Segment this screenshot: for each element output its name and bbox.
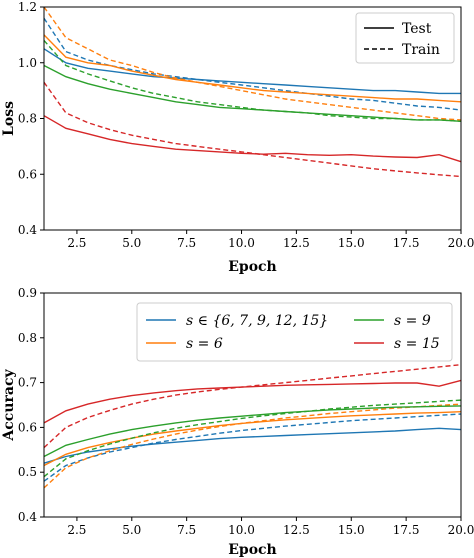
x-tick-label: 15.0 bbox=[338, 523, 365, 537]
series-orange-solid-line bbox=[43, 34, 462, 103]
x-tick-label: 5.0 bbox=[122, 523, 141, 537]
accuracy-legend: s ∈ {6, 7, 9, 12, 15} s = 9 s = 6 s = 15 bbox=[136, 302, 453, 362]
series-green-dashed-line bbox=[43, 399, 462, 478]
legend-s15-label: s = 15 bbox=[394, 336, 440, 352]
y-tick-label: 0.7 bbox=[18, 376, 37, 390]
series-red-solid-line bbox=[43, 115, 462, 163]
legend-s6-label: s = 6 bbox=[186, 336, 223, 352]
series-red-dashed-line bbox=[43, 364, 462, 449]
legend-s9-label: s = 9 bbox=[394, 313, 431, 329]
series-green-solid-line bbox=[43, 405, 462, 458]
y-tick-label: 0.4 bbox=[18, 223, 37, 237]
x-tick-label: 10.0 bbox=[228, 236, 255, 250]
x-tick-label: 10.0 bbox=[228, 523, 255, 537]
y-tick-label: 0.6 bbox=[18, 420, 37, 434]
loss-chart: 2.5 5.0 7.5 10.0 12.5 15.0 17.5 20.0 0.4 0.6 0.8 1.… bbox=[1, 0, 474, 275]
accuracy-chart: 2.5 5.0 7.5 10.0 12.5 15.0 17.5 20.0 0.4 0.5 0.6 0.… bbox=[1, 286, 474, 558]
x-tick-label: 2.5 bbox=[67, 523, 86, 537]
x-tick-label: 7.5 bbox=[177, 523, 196, 537]
legend-s-all-label: s ∈ {6, 7, 9, 12, 15} bbox=[186, 313, 328, 329]
x-tick-label: 17.5 bbox=[393, 523, 420, 537]
y-tick-label: 0.4 bbox=[18, 510, 37, 524]
x-tick-label: 2.5 bbox=[67, 236, 86, 250]
series-orange-dashed-line bbox=[43, 6, 462, 121]
series-orange-dashed-line bbox=[43, 403, 462, 489]
y-tick-label: 0.8 bbox=[18, 112, 37, 126]
x-tick-label: 17.5 bbox=[393, 236, 420, 250]
legend-test-label: Test bbox=[402, 21, 432, 37]
y-tick-label: 0.6 bbox=[18, 167, 37, 181]
series-blue-solid-line bbox=[43, 427, 462, 464]
series-blue-solid-line bbox=[43, 48, 461, 95]
y-tick-label: 0.5 bbox=[18, 465, 37, 479]
x-tick-label: 7.5 bbox=[177, 236, 196, 250]
series-red-dashed-line bbox=[43, 81, 462, 178]
series-blue-dashed-line bbox=[43, 413, 462, 482]
legend-train-label: Train bbox=[402, 42, 440, 58]
x-tick-label: 12.5 bbox=[283, 236, 310, 250]
x-tick-label: 20.0 bbox=[448, 523, 474, 537]
loss-legend: Test Train bbox=[355, 12, 455, 64]
accuracy-plot-frame bbox=[43, 292, 462, 518]
loss-plot-frame bbox=[43, 6, 462, 231]
x-tick-label: 15.0 bbox=[338, 236, 365, 250]
series-orange-solid-line bbox=[43, 411, 462, 467]
y-tick-label: 1.2 bbox=[18, 0, 37, 14]
y-tick-label: 1.0 bbox=[18, 56, 37, 70]
x-tick-label: 12.5 bbox=[283, 523, 310, 537]
y-tick-label: 0.9 bbox=[18, 286, 37, 300]
loss-y-axis-label: Loss bbox=[1, 101, 17, 136]
x-tick-label: 20.0 bbox=[448, 236, 474, 250]
series-red-solid-line bbox=[43, 379, 462, 424]
accuracy-x-axis-label: Epoch bbox=[228, 542, 277, 558]
accuracy-y-axis-label: Accuracy bbox=[1, 369, 17, 442]
y-tick-label: 0.8 bbox=[18, 331, 37, 345]
x-tick-label: 5.0 bbox=[122, 236, 141, 250]
loss-x-axis-label: Epoch bbox=[228, 259, 277, 275]
series-green-dashed-line bbox=[43, 39, 462, 122]
